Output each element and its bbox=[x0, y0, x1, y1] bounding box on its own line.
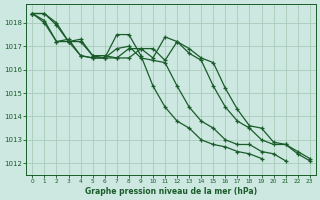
X-axis label: Graphe pression niveau de la mer (hPa): Graphe pression niveau de la mer (hPa) bbox=[85, 187, 257, 196]
